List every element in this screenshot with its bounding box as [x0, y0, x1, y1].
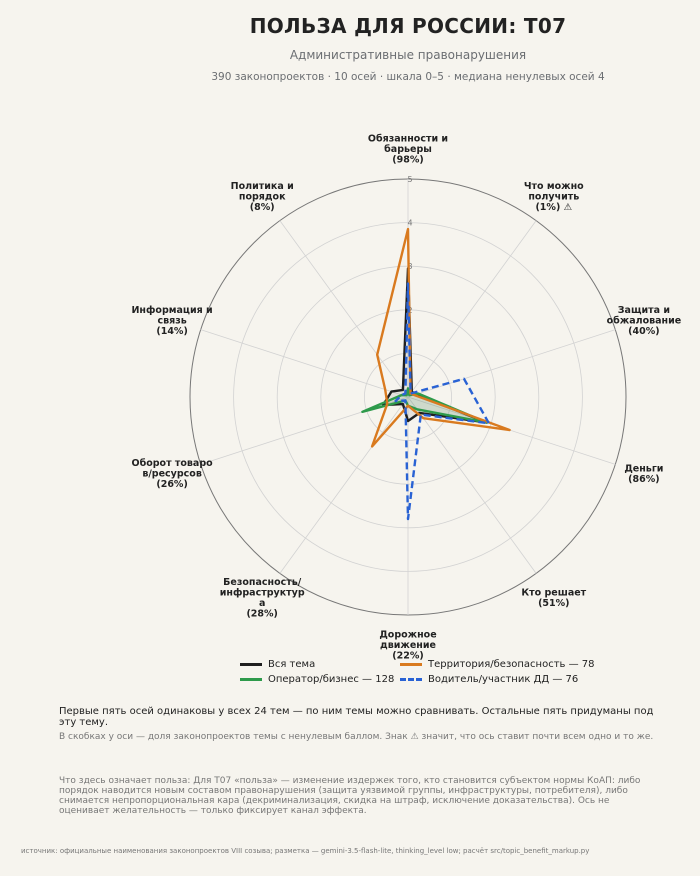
axis-label-8-line-1: связь	[157, 315, 186, 326]
axis-label-3-line-0: Деньги	[624, 463, 663, 474]
legend-swatch-all	[240, 663, 262, 666]
axis-label-7-line-2: (26%)	[156, 479, 187, 490]
axis-label-2: Защита и обжалование (40%)	[607, 305, 682, 337]
note-axes-comparison: Первые пять осей одинаковы у всех 24 тем…	[59, 706, 654, 728]
grid-spoke-3	[407, 396, 616, 465]
note-percent-explanation: В скобках у оси — доля законопроектов те…	[59, 732, 654, 742]
axis-label-4-line-1: (51%)	[538, 598, 569, 609]
axis-label-5-line-0: Дорожное	[379, 630, 436, 641]
axis-label-5-line-1: движение	[380, 640, 436, 651]
chart-subtitle: Административные правонарушения	[289, 48, 527, 62]
axis-label-5-line-2: (22%)	[392, 651, 423, 661]
source-note: источник: официальные наименования закон…	[21, 847, 590, 855]
axis-label-6: Безопасность/инфраструктур а (28%)	[220, 577, 305, 620]
axis-label-0: Обязанности и барьеры (98%)	[368, 134, 448, 166]
axis-label-2-line-2: (40%)	[628, 326, 659, 337]
axis-label-2-line-1: обжалование	[607, 315, 682, 326]
axis-label-9: Политика и порядок (8%)	[231, 181, 294, 213]
axis-label-2-line-0: Защита и	[618, 305, 670, 316]
axis-label-5: Дорожное движение (22%)	[379, 630, 436, 661]
legend-label-operator: Оператор/бизнес — 128	[268, 674, 395, 685]
tick-label-3: 3	[407, 262, 412, 271]
axis-label-9-line-0: Политика и	[231, 181, 294, 192]
legend-item-territory: Территория/безопасность — 78	[400, 659, 600, 670]
legend-item-driver: Водитель/участник ДД — 76	[400, 674, 600, 685]
legend-swatch-driver	[400, 678, 422, 681]
axis-label-4: Кто решает (51%)	[521, 587, 586, 609]
axis-label-6-line-1: инфраструктур	[220, 587, 305, 598]
axis-label-1-line-1: получить	[528, 191, 579, 202]
axis-label-7-line-1: в/ресурсов	[142, 469, 202, 480]
axis-label-6-line-2: а	[259, 598, 265, 609]
grid-spoke-6	[279, 396, 409, 574]
axis-label-9-line-1: порядок	[239, 191, 286, 202]
axis-label-9-line-2: (8%)	[250, 202, 275, 213]
legend: Вся тема Территория/безопасность — 78 Оп…	[240, 659, 620, 685]
axis-label-1-line-2: (1%) ⚠	[535, 202, 572, 213]
legend-item-operator: Оператор/бизнес — 128	[240, 674, 400, 685]
tick-label-5: 5	[407, 175, 412, 184]
axis-label-8-line-2: (14%)	[156, 326, 187, 337]
grid-spoke-4	[407, 396, 537, 574]
chart-meta: 390 законопроектов · 10 осей · шкала 0–5…	[211, 71, 605, 83]
tick-label-4: 4	[407, 219, 412, 228]
axis-label-8-line-0: Информация и	[131, 305, 212, 316]
axis-label-1-line-0: Что можно	[524, 181, 584, 192]
grid-spoke-2	[407, 329, 616, 398]
axis-label-6-line-0: Безопасность/	[223, 577, 302, 588]
legend-label-driver: Водитель/участник ДД — 76	[428, 674, 579, 685]
axis-label-8: Информация и связь (14%)	[131, 305, 212, 337]
axis-label-4-line-0: Кто решает	[521, 587, 586, 598]
legend-label-territory: Территория/безопасность — 78	[428, 659, 595, 670]
legend-label-all: Вся тема	[268, 659, 316, 670]
series-line-3	[394, 282, 491, 521]
axis-label-7: Оборот товаро в/ресурсов (26%)	[132, 458, 214, 490]
chart-title: ПОЛЬЗА ДЛЯ РОССИИ: Т07	[249, 14, 567, 38]
axis-label-6-line-3: (28%)	[246, 608, 277, 619]
series-line-2	[370, 227, 511, 448]
legend-item-all: Вся тема	[240, 659, 400, 670]
axis-label-0-line-1: барьеры	[384, 144, 432, 155]
legend-swatch-territory	[400, 663, 422, 666]
axis-label-3-line-1: (86%)	[628, 474, 659, 485]
axis-label-1: Что можно получить (1%) ⚠	[524, 181, 584, 213]
note-benefit-definition: Что здесь означает польза: Для Т07 «поль…	[59, 776, 641, 816]
legend-swatch-operator	[240, 678, 262, 681]
axis-label-3: Деньги (86%)	[624, 463, 663, 485]
axis-label-7-line-0: Оборот товаро	[132, 458, 214, 469]
axis-label-0-line-0: Обязанности и	[368, 134, 448, 145]
axis-label-0-line-2: (98%)	[392, 155, 423, 166]
grid-spoke-1	[407, 220, 537, 398]
grid-spoke-9	[279, 220, 409, 398]
grid-spoke-8	[200, 329, 409, 398]
